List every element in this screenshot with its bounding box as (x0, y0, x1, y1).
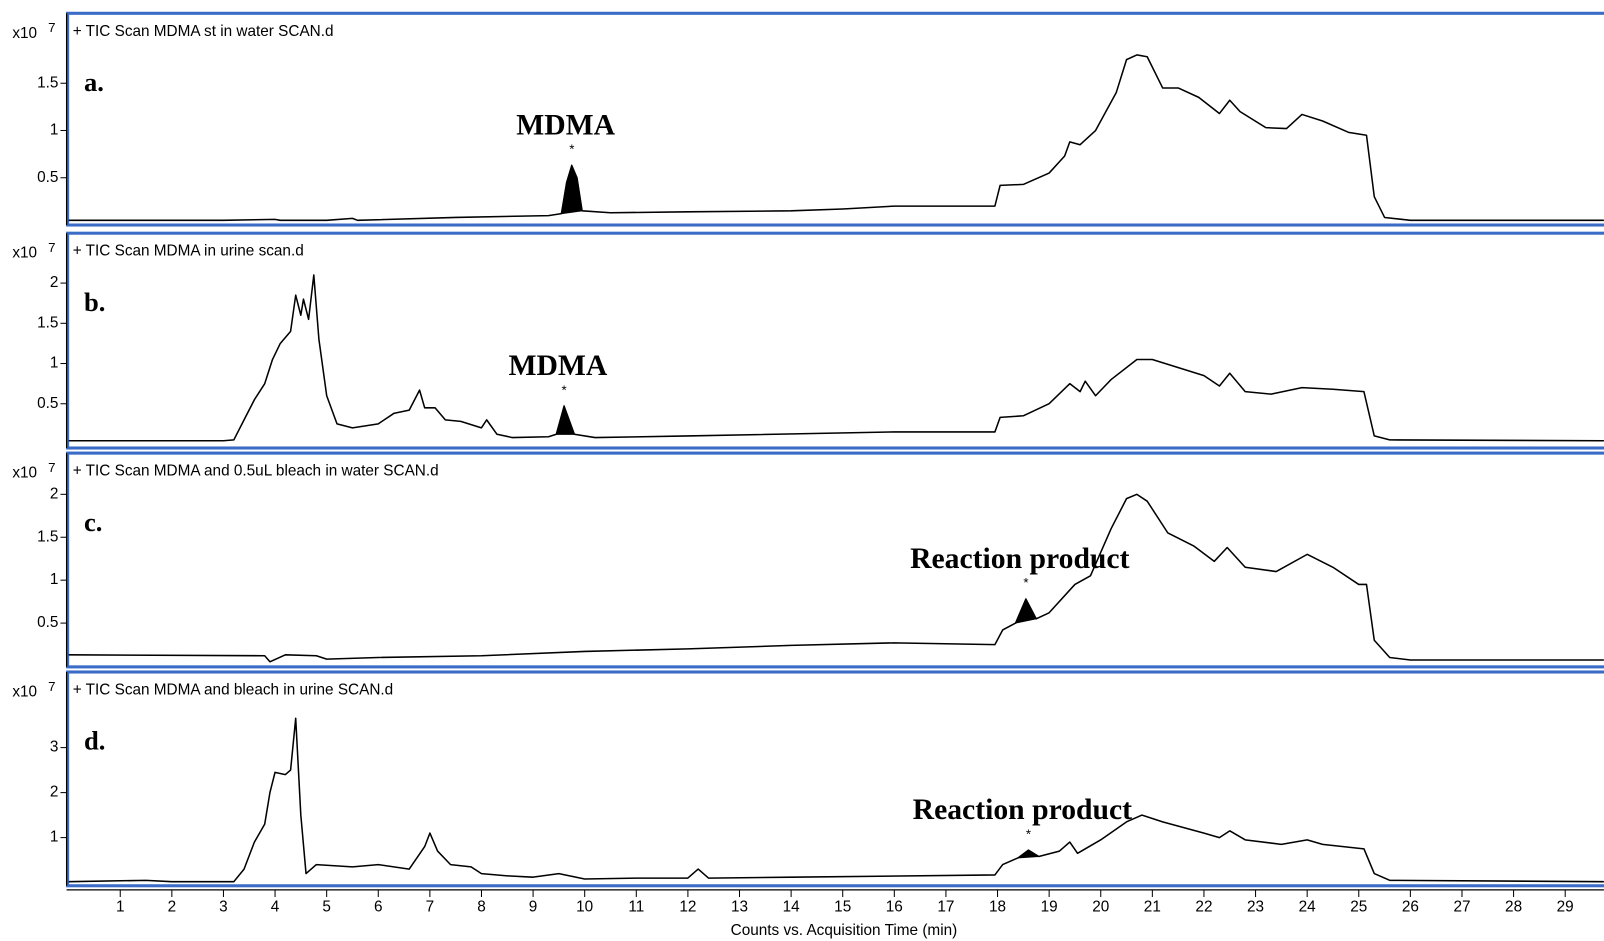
x-tick-label: 9 (529, 898, 538, 915)
peak-marker: * (1026, 826, 1031, 841)
y-exponent: 7 (48, 460, 55, 475)
peak-marker: * (561, 382, 566, 397)
panel-frame (66, 670, 1604, 888)
panel-label: d. (84, 726, 105, 756)
y-tick-label: 0.5 (37, 169, 58, 186)
y-exponent: 7 (48, 679, 55, 694)
panel-frame (66, 11, 1604, 227)
y-exponent: 7 (48, 20, 55, 35)
panel-label: c. (84, 507, 102, 537)
y-tick-label: 1 (50, 571, 59, 588)
y-tick-label: 1 (50, 829, 59, 846)
y-multiplier: x10 (12, 25, 37, 42)
peak-marker: * (1023, 575, 1028, 590)
x-tick-label: 17 (937, 898, 954, 915)
y-tick-label: 1 (50, 122, 59, 139)
x-tick-label: 15 (834, 898, 851, 915)
x-tick-label: 22 (1195, 898, 1212, 915)
y-tick-label: 1 (50, 355, 59, 372)
panel-frame (66, 451, 1604, 669)
x-tick-label: 13 (731, 898, 748, 915)
x-tick-label: 24 (1299, 898, 1317, 915)
y-tick-label: 3 (50, 739, 59, 756)
trace (68, 717, 1604, 883)
trace (68, 54, 1604, 222)
x-tick-label: 12 (679, 898, 696, 915)
x-axis-label: Counts vs. Acquisition Time (min) (731, 922, 958, 939)
trace (68, 274, 1604, 442)
x-tick-label: 29 (1557, 898, 1574, 915)
x-tick-label: 19 (1041, 898, 1058, 915)
y-tick-label: 2 (50, 784, 59, 801)
panel-title: + TIC Scan MDMA and bleach in urine SCAN… (73, 681, 393, 698)
panel-title: + TIC Scan MDMA in urine scan.d (73, 243, 304, 260)
panel-label: b. (84, 287, 105, 317)
y-multiplier: x10 (12, 465, 37, 482)
panel-title: + TIC Scan MDMA and 0.5uL bleach in wate… (73, 463, 439, 480)
x-tick-label: 28 (1505, 898, 1522, 915)
y-tick-label: 2 (50, 485, 59, 502)
trace (68, 493, 1604, 663)
x-tick-label: 7 (426, 898, 435, 915)
x-tick-label: 5 (322, 898, 331, 915)
peak-marker: * (569, 142, 574, 157)
y-tick-label: 0.5 (37, 614, 58, 631)
x-tick-label: 14 (783, 898, 801, 915)
x-tick-label: 26 (1402, 898, 1419, 915)
x-tick-label: 1 (116, 898, 125, 915)
y-tick-label: 1.5 (37, 314, 58, 331)
annotation: Reaction product (913, 794, 1133, 826)
x-tick-label: 6 (374, 898, 383, 915)
x-tick-label: 21 (1144, 898, 1161, 915)
x-tick-label: 18 (989, 898, 1006, 915)
x-tick-label: 8 (477, 898, 486, 915)
panel-label: a. (84, 67, 104, 97)
x-tick-label: 3 (219, 898, 228, 915)
x-tick-label: 2 (168, 898, 177, 915)
y-tick-label: 2 (50, 274, 59, 291)
x-tick-label: 20 (1092, 898, 1109, 915)
y-multiplier: x10 (12, 684, 37, 701)
y-multiplier: x10 (12, 245, 37, 262)
annotation: MDMA (508, 350, 607, 382)
annotation: MDMA (516, 109, 615, 141)
x-tick-label: 11 (628, 898, 644, 915)
peak-fill (1014, 597, 1038, 624)
x-tick-label: 25 (1350, 898, 1367, 915)
panel-frame (66, 231, 1604, 450)
annotation: Reaction product (910, 543, 1130, 575)
y-tick-label: 1.5 (37, 528, 58, 545)
y-tick-label: 1.5 (37, 74, 58, 91)
panel-title: + TIC Scan MDMA st in water SCAN.d (73, 23, 334, 40)
y-tick-label: 0.5 (37, 395, 58, 412)
x-tick-label: 23 (1247, 898, 1264, 915)
x-tick-label: 4 (271, 898, 280, 915)
x-tick-label: 16 (886, 898, 903, 915)
x-tick-label: 27 (1453, 898, 1470, 915)
x-tick-label: 10 (576, 898, 593, 915)
y-exponent: 7 (48, 240, 55, 255)
